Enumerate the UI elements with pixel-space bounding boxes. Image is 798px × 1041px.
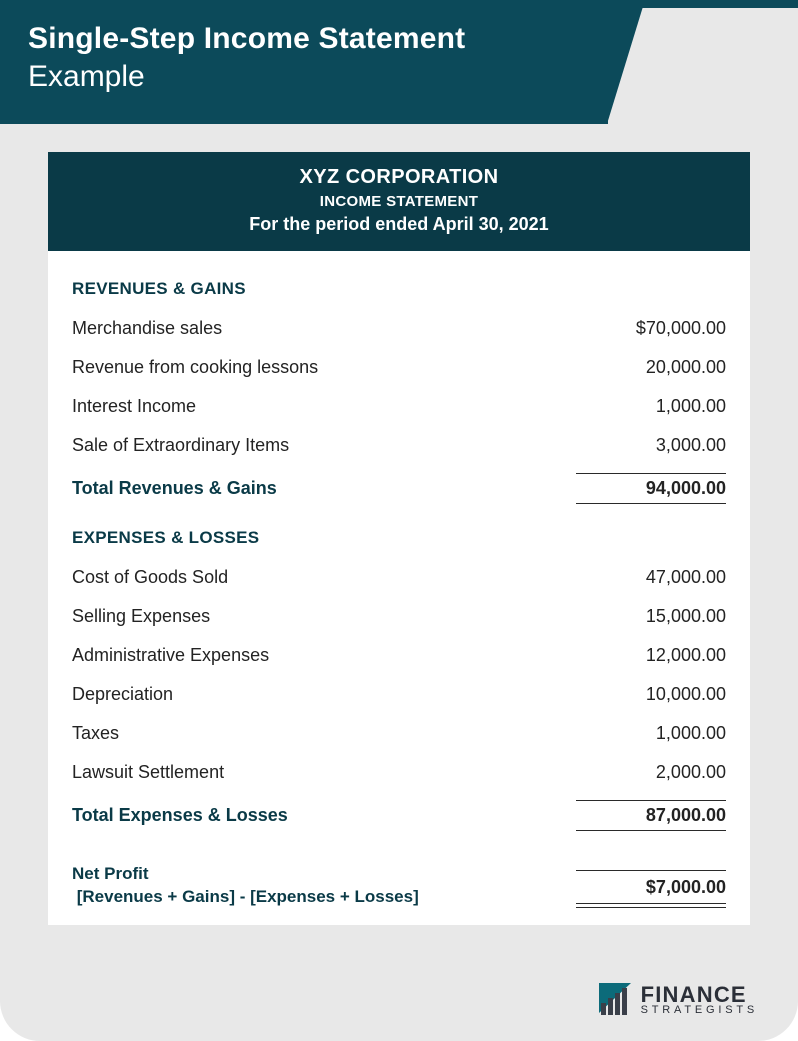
line-item-row: Administrative Expenses12,000.00 <box>72 636 726 675</box>
revenues-rows: Merchandise sales$70,000.00Revenue from … <box>72 309 726 465</box>
logo-main: FINANCE <box>641 985 758 1005</box>
line-item-value: 1,000.00 <box>576 720 726 747</box>
line-item-label: Taxes <box>72 720 576 747</box>
line-item-label: Selling Expenses <box>72 603 576 630</box>
logo-mark-icon <box>595 981 635 1019</box>
line-item-value: 2,000.00 <box>576 759 726 786</box>
statement-body: REVENUES & GAINS Merchandise sales$70,00… <box>48 251 750 925</box>
line-item-label: Sale of Extraordinary Items <box>72 432 576 459</box>
line-item-label: Interest Income <box>72 393 576 420</box>
net-label-line2: [Revenues + Gains] - [Expenses + Losses] <box>72 887 419 906</box>
line-item-row: Merchandise sales$70,000.00 <box>72 309 726 348</box>
line-item-label: Administrative Expenses <box>72 642 576 669</box>
line-item-label: Merchandise sales <box>72 315 576 342</box>
line-item-row: Taxes1,000.00 <box>72 714 726 753</box>
expenses-total-value: 87,000.00 <box>576 800 726 831</box>
line-item-label: Lawsuit Settlement <box>72 759 576 786</box>
line-item-value: 1,000.00 <box>576 393 726 420</box>
line-item-value: 47,000.00 <box>576 564 726 591</box>
line-item-value: 10,000.00 <box>576 681 726 708</box>
brand-logo: FINANCE STRATEGISTS <box>595 981 758 1019</box>
logo-text: FINANCE STRATEGISTS <box>641 985 758 1015</box>
line-item-row: Selling Expenses15,000.00 <box>72 597 726 636</box>
line-item-value: 3,000.00 <box>576 432 726 459</box>
line-item-value: 12,000.00 <box>576 642 726 669</box>
header-arrow-icon <box>607 0 645 124</box>
logo-sub: STRATEGISTS <box>641 1005 758 1015</box>
revenues-heading: REVENUES & GAINS <box>72 279 726 299</box>
header-text: Single-Step Income Statement Example <box>28 22 465 94</box>
company-name: XYZ CORPORATION <box>58 166 740 189</box>
revenues-total-label: Total Revenues & Gains <box>72 478 277 499</box>
line-item-label: Revenue from cooking lessons <box>72 354 576 381</box>
expenses-heading: EXPENSES & LOSSES <box>72 528 726 548</box>
statement-header: XYZ CORPORATION INCOME STATEMENT For the… <box>48 152 750 251</box>
line-item-value: 15,000.00 <box>576 603 726 630</box>
document-type: INCOME STATEMENT <box>58 193 740 210</box>
revenues-total-value: 94,000.00 <box>576 473 726 504</box>
line-item-row: Interest Income1,000.00 <box>72 387 726 426</box>
line-item-value: $70,000.00 <box>576 315 726 342</box>
line-item-row: Depreciation10,000.00 <box>72 675 726 714</box>
line-item-label: Depreciation <box>72 681 576 708</box>
line-item-row: Lawsuit Settlement2,000.00 <box>72 753 726 792</box>
infographic-card: Single-Step Income Statement Example XYZ… <box>0 0 798 1041</box>
net-profit-value: $7,000.00 <box>576 870 726 902</box>
line-item-label: Cost of Goods Sold <box>72 564 576 591</box>
line-item-value: 20,000.00 <box>576 354 726 381</box>
header-title: Single-Step Income Statement <box>28 22 465 56</box>
expenses-total-label: Total Expenses & Losses <box>72 805 288 826</box>
header-band: Single-Step Income Statement Example <box>0 0 798 124</box>
revenues-total-row: Total Revenues & Gains 94,000.00 <box>72 465 726 510</box>
expenses-total-row: Total Expenses & Losses 87,000.00 <box>72 792 726 837</box>
header-subtitle: Example <box>28 60 465 94</box>
net-label-line1: Net Profit <box>72 864 149 883</box>
line-item-row: Cost of Goods Sold47,000.00 <box>72 558 726 597</box>
net-profit-label: Net Profit [Revenues + Gains] - [Expense… <box>72 863 576 909</box>
period-line: For the period ended April 30, 2021 <box>58 214 740 235</box>
expenses-rows: Cost of Goods Sold47,000.00Selling Expen… <box>72 558 726 792</box>
line-item-row: Revenue from cooking lessons20,000.00 <box>72 348 726 387</box>
line-item-row: Sale of Extraordinary Items3,000.00 <box>72 426 726 465</box>
income-statement: XYZ CORPORATION INCOME STATEMENT For the… <box>48 152 750 925</box>
net-profit-row: Net Profit [Revenues + Gains] - [Expense… <box>72 855 726 915</box>
